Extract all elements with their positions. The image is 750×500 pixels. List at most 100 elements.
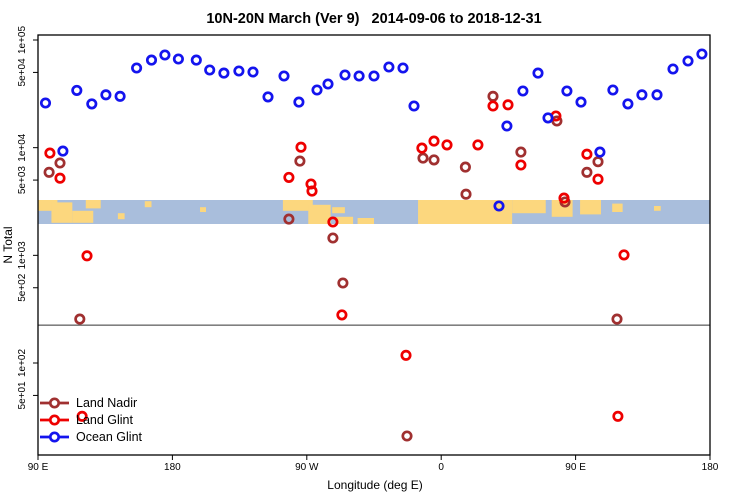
world-map-strip xyxy=(38,200,710,224)
ocean-glint-point xyxy=(172,53,184,65)
ocean-glint-point xyxy=(233,65,245,77)
map-land xyxy=(282,200,313,211)
land-glint-point xyxy=(558,192,570,204)
ocean-glint-point xyxy=(493,200,505,212)
land-glint-point xyxy=(400,349,412,361)
ocean-glint-point xyxy=(293,96,305,108)
ocean-glint-point xyxy=(114,90,126,102)
ocean-glint-point xyxy=(131,62,143,74)
land-nadir-point xyxy=(428,154,440,166)
ocean-glint-point xyxy=(247,66,259,78)
land-glint-point xyxy=(581,148,593,160)
land-nadir-point xyxy=(581,166,593,178)
legend-item-land-nadir: Land Nadir xyxy=(40,396,137,410)
map-land xyxy=(357,218,374,224)
ocean-glint-point xyxy=(57,145,69,157)
x-tick-label: 0 xyxy=(438,462,444,473)
land-nadir-point xyxy=(551,115,563,127)
land-nadir-point xyxy=(515,146,527,158)
land-nadir-point xyxy=(294,155,306,167)
land-glint-point xyxy=(327,216,339,228)
y-tick-label: 5e+01 xyxy=(17,381,28,410)
ocean-glint-point xyxy=(532,67,544,79)
land-nadir-point xyxy=(54,157,66,169)
y-tick-label: 1e+02 xyxy=(17,349,28,378)
land-glint-point xyxy=(76,410,88,422)
land-nadir-point xyxy=(74,313,86,325)
ocean-glint-point xyxy=(667,63,679,75)
legend-item-land-glint: Land Glint xyxy=(40,413,134,427)
ocean-glint-point xyxy=(561,85,573,97)
ocean-glint-point xyxy=(682,55,694,67)
data-points xyxy=(39,48,708,442)
land-nadir-point xyxy=(460,188,472,200)
land-glint-point xyxy=(283,171,295,183)
land-nadir-point xyxy=(592,156,604,168)
map-land xyxy=(38,200,58,211)
map-land xyxy=(332,207,345,214)
ocean-glint-point xyxy=(100,89,112,101)
ocean-glint-point xyxy=(204,64,216,76)
ocean-glint-point xyxy=(86,98,98,110)
chart-title: 10N-20N March (Ver 9) 2014-09-06 to 2018… xyxy=(206,11,541,27)
y-tick-label: 1e+03 xyxy=(17,241,28,270)
land-glint-point xyxy=(295,141,307,153)
y-tick-label: 1e+05 xyxy=(17,26,28,55)
land-nadir-point xyxy=(401,430,413,442)
land-nadir-point xyxy=(43,166,55,178)
y-tick-label: 5e+03 xyxy=(17,166,28,195)
land-glint-point xyxy=(306,185,318,197)
land-glint-point xyxy=(515,159,527,171)
ocean-glint-point xyxy=(636,89,648,101)
x-tick-label: 90 W xyxy=(295,462,319,473)
legend-label-land-nadir: Land Nadir xyxy=(76,396,137,410)
ocean-glint-point xyxy=(607,84,619,96)
ocean-glint-point xyxy=(651,89,663,101)
map-land xyxy=(335,216,354,224)
legend-label-ocean-glint: Ocean Glint xyxy=(76,430,143,444)
ocean-glint-point xyxy=(542,112,554,124)
land-glint-point xyxy=(612,410,624,422)
map-land xyxy=(51,202,73,223)
land-nadir-point xyxy=(611,313,623,325)
map-land xyxy=(308,204,331,224)
land-glint-point xyxy=(487,100,499,112)
x-tick-label: 180 xyxy=(702,462,719,473)
y-tick-label: 5e+04 xyxy=(17,58,28,87)
ocean-glint-point xyxy=(501,120,513,132)
land-glint-point xyxy=(592,173,604,185)
x-tick-label: 90 E xyxy=(28,462,49,473)
ocean-glint-point xyxy=(339,69,351,81)
land-glint-point xyxy=(472,139,484,151)
map-land xyxy=(654,206,661,211)
ocean-glint-point xyxy=(311,84,323,96)
land-nadir-point xyxy=(487,90,499,102)
ocean-glint-point xyxy=(397,62,409,74)
legend-item-ocean-glint: Ocean Glint xyxy=(40,430,143,444)
ocean-glint-point xyxy=(218,67,230,79)
land-glint-symbol-circle xyxy=(48,414,61,426)
map-land xyxy=(117,213,125,220)
land-nadir-point xyxy=(337,277,349,289)
ocean-glint-point xyxy=(696,48,708,60)
map-land xyxy=(612,203,623,212)
map-land xyxy=(72,210,94,223)
map-land xyxy=(580,200,601,215)
y-axis-title: N Total xyxy=(1,226,15,263)
ocean-glint-point xyxy=(353,70,365,82)
ocean-glint-symbol-circle xyxy=(48,431,61,443)
legend: Land Nadir Land Glint Ocean Glint xyxy=(40,396,143,444)
ocean-glint-point xyxy=(368,70,380,82)
ocean-glint-point xyxy=(575,96,587,108)
map-land xyxy=(85,200,101,209)
land-glint-point xyxy=(502,99,514,111)
ocean-glint-point xyxy=(190,54,202,66)
map-land xyxy=(200,207,206,212)
axes: 90 E 180 90 W 0 90 E 180 1e+05 5e+04 1e+04 5e+03 1… xyxy=(17,26,719,473)
land-nadir-point xyxy=(283,213,295,225)
ocean-glint-point xyxy=(278,70,290,82)
ocean-glint-point xyxy=(71,84,83,96)
ocean-glint-point xyxy=(322,78,334,90)
